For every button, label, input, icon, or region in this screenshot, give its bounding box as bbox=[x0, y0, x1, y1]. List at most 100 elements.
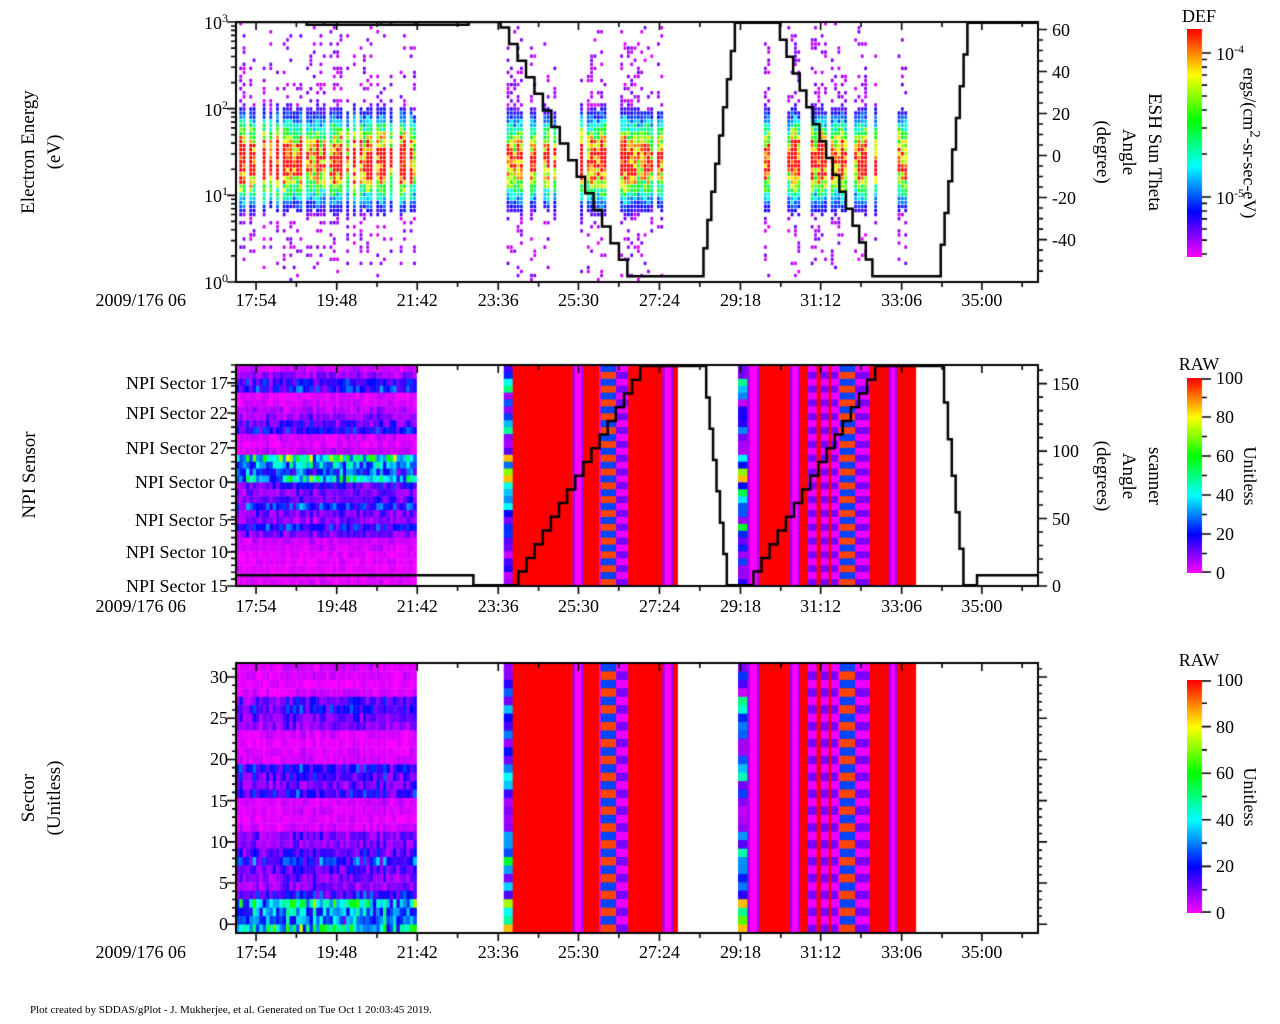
x-tick-label: 25:30 bbox=[557, 942, 599, 962]
raw-colorbar-bottom-title: RAW bbox=[1178, 650, 1220, 670]
colorbar-tick-label: 20 bbox=[1216, 524, 1234, 544]
x-tick-label: 31:12 bbox=[800, 290, 842, 310]
x-tick-label: 33:06 bbox=[881, 942, 923, 962]
colorbar-tick-label: 10-5 bbox=[1216, 186, 1244, 209]
x-tick-label: 35:00 bbox=[961, 596, 1003, 616]
raw-bottom-unit-text: Unitless bbox=[1240, 767, 1260, 827]
x-tick-label: 33:06 bbox=[881, 596, 923, 616]
right-tick-label: -40 bbox=[1052, 229, 1076, 250]
y-tick-label: 5 bbox=[219, 873, 228, 894]
right-tick-label: 150 bbox=[1052, 373, 1079, 394]
panel3-x-start-label: 2009/176 06 bbox=[95, 942, 186, 962]
panel3-y-title-line2: (Unitless) bbox=[44, 760, 65, 836]
right-tick-label: 20 bbox=[1052, 103, 1070, 124]
sector-tick-label: NPI Sector 15 bbox=[126, 576, 228, 596]
x-tick-label: 17:54 bbox=[235, 942, 277, 962]
x-tick-label: 19:48 bbox=[316, 290, 358, 310]
colorbar-tick-label: 80 bbox=[1216, 716, 1234, 737]
panel1-y-title-line2: (eV) bbox=[44, 134, 65, 170]
x-tick-label: 35:00 bbox=[961, 942, 1003, 962]
colorbar-tick-label: 20 bbox=[1216, 856, 1234, 877]
panel2-right-title-line1: scanner bbox=[1144, 446, 1165, 506]
raw-colorbar-middle bbox=[1187, 378, 1227, 573]
sector-tick-label: NPI Sector 22 bbox=[126, 402, 228, 423]
panel2-right-title-line2: Angle bbox=[1118, 452, 1139, 500]
x-tick-label: 17:54 bbox=[235, 596, 277, 616]
x-tick-label: 25:30 bbox=[557, 596, 599, 616]
colorbar-tick-label: 100 bbox=[1216, 670, 1243, 690]
colorbar-tick-label: 100 bbox=[1216, 368, 1243, 388]
footer-credit: Plot created by SDDAS/gPlot - J. Mukherj… bbox=[30, 1004, 432, 1016]
panel1-right-title-line2: Angle bbox=[1118, 128, 1139, 176]
colorbar-tick-label: 60 bbox=[1216, 763, 1234, 784]
x-tick-label: 29:18 bbox=[719, 942, 761, 962]
sector-tick-label: NPI Sector 0 bbox=[135, 472, 228, 493]
colorbar-tick-label: 0 bbox=[1216, 563, 1225, 583]
panel1-x-start-label: 2009/176 06 bbox=[95, 290, 186, 310]
electron-energy-spectrogram-canvas bbox=[224, 10, 1050, 294]
def-colorbar-title: DEF bbox=[1181, 6, 1217, 26]
y-tick-label: 100 bbox=[204, 271, 228, 293]
x-tick-label: 21:42 bbox=[396, 942, 438, 962]
x-tick-label: 31:12 bbox=[800, 942, 842, 962]
raw-middle-unit-text: Unitless bbox=[1240, 446, 1260, 506]
x-tick-label: 29:18 bbox=[719, 596, 761, 616]
colorbar-tick-label: 80 bbox=[1216, 407, 1234, 427]
panel1-right-title-line1: ESH Sun Theta bbox=[1144, 93, 1165, 211]
x-tick-label: 21:42 bbox=[396, 596, 438, 616]
x-tick-label: 17:54 bbox=[235, 290, 277, 310]
x-tick-label: 27:24 bbox=[638, 942, 680, 962]
x-tick-label: 29:18 bbox=[719, 290, 761, 310]
x-tick-label: 19:48 bbox=[316, 942, 358, 962]
colorbar-tick-label: 60 bbox=[1216, 446, 1234, 466]
y-tick-label: 25 bbox=[210, 708, 228, 729]
panel1-right-title-line3: (degree) bbox=[1092, 120, 1113, 184]
sector-tick-label: NPI Sector 10 bbox=[126, 541, 228, 562]
y-tick-label: 15 bbox=[210, 790, 228, 811]
x-tick-label: 23:36 bbox=[477, 290, 519, 310]
colorbar-tick-label: 0 bbox=[1216, 903, 1225, 923]
y-tick-label: 10 bbox=[210, 831, 228, 852]
x-tick-label: 25:30 bbox=[557, 290, 599, 310]
x-tick-label: 35:00 bbox=[961, 290, 1003, 310]
right-tick-label: 40 bbox=[1052, 61, 1070, 82]
right-tick-label: -20 bbox=[1052, 187, 1076, 208]
y-tick-label: 20 bbox=[210, 749, 228, 770]
def-colorbar bbox=[1187, 29, 1227, 257]
right-tick-label: 0 bbox=[1052, 576, 1061, 596]
sector-tick-label: NPI Sector 27 bbox=[126, 437, 228, 458]
y-tick-label: 0 bbox=[219, 914, 228, 935]
panel2-y-title-line1: NPI Sensor bbox=[19, 431, 40, 519]
x-tick-label: 31:12 bbox=[800, 596, 842, 616]
x-tick-label: 27:24 bbox=[638, 290, 680, 310]
raw-colorbar-middle-title: RAW bbox=[1178, 354, 1220, 374]
y-tick-label: 101 bbox=[204, 184, 228, 207]
sector-tick-label: NPI Sector 17 bbox=[126, 372, 228, 393]
x-tick-label: 21:42 bbox=[396, 290, 438, 310]
right-tick-label: 50 bbox=[1052, 508, 1070, 529]
panel2-right-title-line3: (degrees) bbox=[1092, 440, 1113, 512]
y-tick-label: 102 bbox=[204, 97, 228, 120]
right-tick-label: 60 bbox=[1052, 19, 1070, 40]
x-tick-label: 33:06 bbox=[881, 290, 923, 310]
panel2-x-start-label: 2009/176 06 bbox=[95, 596, 186, 616]
panel1-y-title-line1: Electron Energy bbox=[18, 90, 39, 214]
x-tick-label: 27:24 bbox=[638, 596, 680, 616]
right-tick-label: 100 bbox=[1052, 441, 1079, 462]
y-tick-label: 30 bbox=[210, 667, 228, 687]
right-tick-label: 0 bbox=[1052, 145, 1061, 166]
x-tick-label: 23:36 bbox=[477, 596, 519, 616]
colorbar-tick-label: 40 bbox=[1216, 485, 1234, 505]
colorbar-tick-label: 40 bbox=[1216, 809, 1234, 830]
npi-sensor-heatmap-canvas bbox=[224, 353, 1050, 598]
raw-colorbar-bottom bbox=[1187, 680, 1227, 913]
sector-tick-label: NPI Sector 5 bbox=[135, 509, 228, 530]
y-tick-label: 103 bbox=[204, 11, 228, 33]
x-tick-label: 19:48 bbox=[316, 596, 358, 616]
panel3-y-title-line1: Sector bbox=[18, 773, 39, 823]
colorbar-tick-label: 10-4 bbox=[1216, 41, 1244, 64]
def-unit-pre: ergs/(cm bbox=[1239, 67, 1260, 131]
sector-heatmap-canvas bbox=[224, 651, 1050, 945]
x-tick-label: 23:36 bbox=[477, 942, 519, 962]
